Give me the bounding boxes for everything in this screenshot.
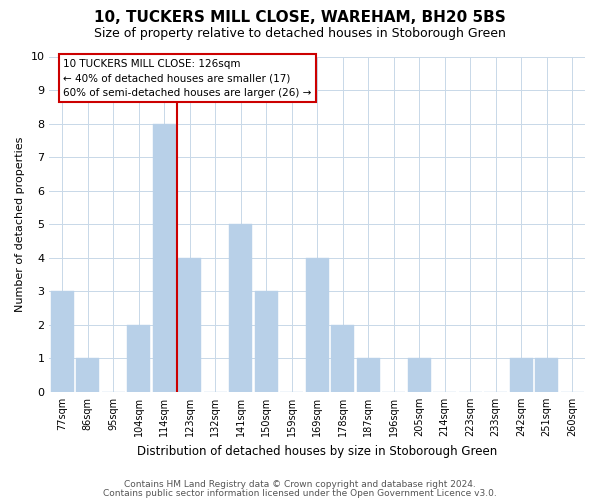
Bar bbox=[76, 358, 99, 392]
Bar bbox=[127, 325, 150, 392]
Text: Size of property relative to detached houses in Stoborough Green: Size of property relative to detached ho… bbox=[94, 28, 506, 40]
Bar bbox=[357, 358, 380, 392]
Bar bbox=[306, 258, 329, 392]
Bar bbox=[229, 224, 252, 392]
Bar bbox=[255, 292, 278, 392]
Bar bbox=[178, 258, 201, 392]
Bar bbox=[331, 325, 354, 392]
Bar bbox=[535, 358, 558, 392]
Text: 10, TUCKERS MILL CLOSE, WAREHAM, BH20 5BS: 10, TUCKERS MILL CLOSE, WAREHAM, BH20 5B… bbox=[94, 10, 506, 25]
X-axis label: Distribution of detached houses by size in Stoborough Green: Distribution of detached houses by size … bbox=[137, 444, 497, 458]
Y-axis label: Number of detached properties: Number of detached properties bbox=[15, 136, 25, 312]
Text: 10 TUCKERS MILL CLOSE: 126sqm
← 40% of detached houses are smaller (17)
60% of s: 10 TUCKERS MILL CLOSE: 126sqm ← 40% of d… bbox=[64, 58, 312, 98]
Bar bbox=[153, 124, 176, 392]
Text: Contains HM Land Registry data © Crown copyright and database right 2024.: Contains HM Land Registry data © Crown c… bbox=[124, 480, 476, 489]
Bar bbox=[510, 358, 533, 392]
Bar bbox=[50, 292, 74, 392]
Bar bbox=[408, 358, 431, 392]
Text: Contains public sector information licensed under the Open Government Licence v3: Contains public sector information licen… bbox=[103, 489, 497, 498]
